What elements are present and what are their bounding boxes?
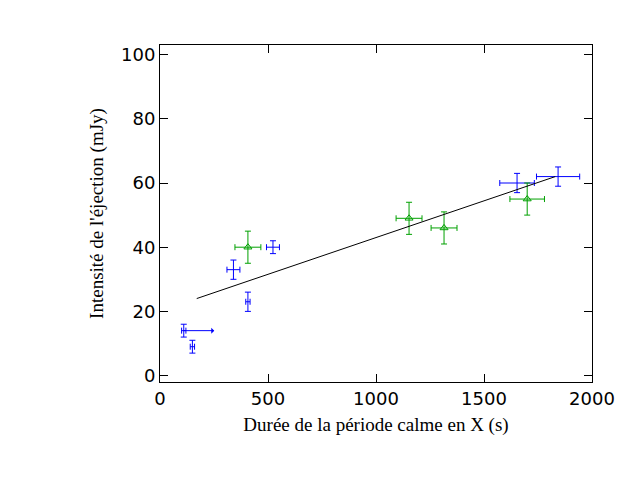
svg-text:Durée de la période calme en X: Durée de la période calme en X (s) — [243, 414, 508, 436]
svg-text:20: 20 — [132, 301, 155, 322]
svg-text:2000: 2000 — [569, 388, 615, 409]
svg-text:1500: 1500 — [461, 388, 507, 409]
svg-text:40: 40 — [132, 237, 155, 258]
svg-text:0: 0 — [144, 365, 155, 386]
svg-text:1000: 1000 — [353, 388, 399, 409]
svg-text:100: 100 — [121, 44, 155, 65]
svg-text:60: 60 — [132, 172, 155, 193]
svg-text:500: 500 — [251, 388, 285, 409]
svg-text:Intensité de l'éjection (mJy): Intensité de l'éjection (mJy) — [86, 108, 108, 319]
svg-text:80: 80 — [132, 108, 155, 129]
svg-text:0: 0 — [154, 388, 165, 409]
